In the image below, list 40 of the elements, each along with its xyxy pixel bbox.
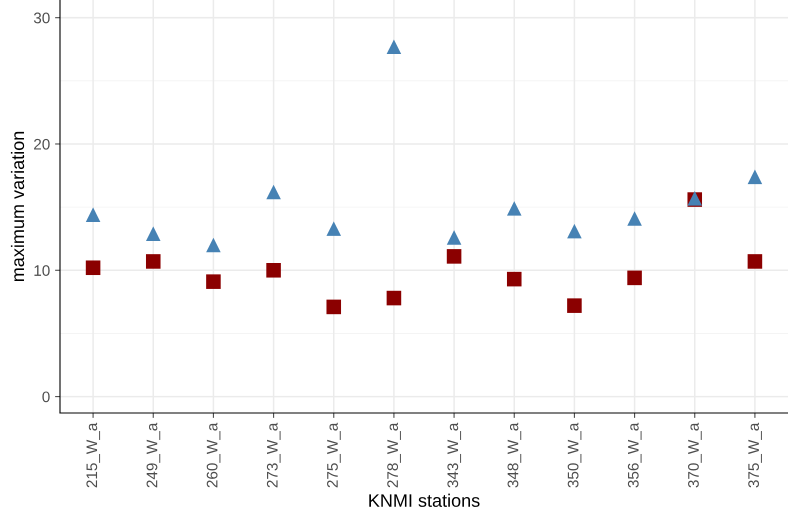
point bbox=[146, 254, 161, 269]
point bbox=[86, 207, 100, 222]
y-axis-title: maximum variation bbox=[10, 132, 24, 282]
y-tick-label: 30 bbox=[34, 12, 50, 24]
point bbox=[446, 249, 462, 264]
point bbox=[206, 274, 221, 289]
x-tick-label: 215_W_a bbox=[86, 422, 100, 488]
point bbox=[386, 290, 402, 306]
x-tick-label: 348_W_a bbox=[508, 422, 522, 488]
point bbox=[206, 238, 221, 252]
y-tick-label: 0 bbox=[42, 391, 50, 402]
point bbox=[506, 272, 522, 286]
point bbox=[748, 170, 762, 184]
point bbox=[266, 184, 281, 200]
point bbox=[506, 201, 522, 216]
x-tick-label: 249_W_a bbox=[146, 422, 160, 488]
x-tick-label: 350_W_a bbox=[568, 422, 582, 488]
x-tick-label: 275_W_a bbox=[327, 422, 341, 488]
x-tick-label: 356_W_a bbox=[628, 422, 642, 488]
x-tick-label: 278_W_a bbox=[387, 422, 401, 488]
point bbox=[567, 298, 582, 313]
point bbox=[627, 270, 642, 286]
x-tick-label: 343_W_a bbox=[447, 422, 462, 488]
x-axis-title: KNMI stations bbox=[369, 494, 480, 507]
point bbox=[146, 226, 161, 241]
point bbox=[627, 211, 642, 226]
x-tick-label: 260_W_a bbox=[206, 422, 220, 488]
point bbox=[86, 260, 100, 276]
point bbox=[386, 39, 402, 54]
point bbox=[748, 254, 762, 269]
y-tick-label: 10 bbox=[34, 265, 50, 276]
point bbox=[326, 300, 342, 314]
point bbox=[567, 224, 582, 238]
y-tick-label: 20 bbox=[34, 138, 50, 150]
point bbox=[266, 263, 281, 278]
x-tick-label: 375_W_a bbox=[748, 422, 762, 488]
x-tick-label: 273_W_a bbox=[266, 422, 281, 488]
point bbox=[446, 230, 462, 245]
point bbox=[326, 221, 342, 236]
x-tick-label: 370_W_a bbox=[688, 422, 702, 488]
